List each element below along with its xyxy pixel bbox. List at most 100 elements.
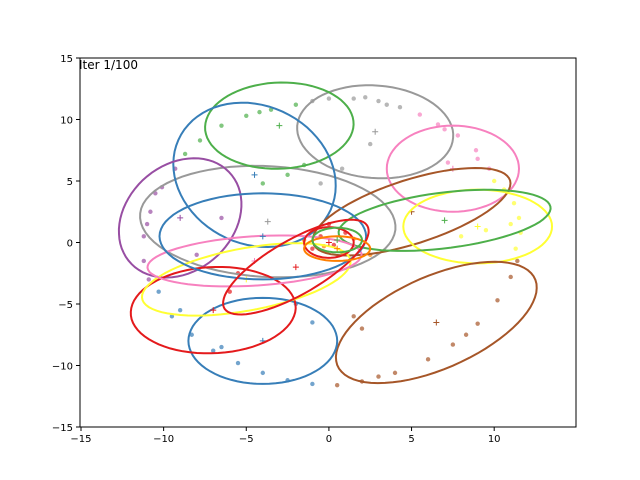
point [455,133,461,138]
point [435,122,441,127]
x-tick-label: −15 [70,434,91,445]
x-tick-label: 10 [488,434,501,445]
ellipse [311,226,364,254]
point [310,246,315,251]
y-tick-label: −5 [58,300,73,311]
ellipse [296,84,455,180]
ellipse [158,192,368,281]
y-tick-label: 0 [67,239,73,250]
point [450,342,456,347]
ellipse [139,164,397,279]
y-tick-label: −10 [52,362,73,373]
point [351,96,356,101]
point [260,181,265,186]
point [310,381,315,387]
center-marker [251,171,258,178]
center-marker [276,122,283,129]
point [177,307,183,313]
point [417,112,423,117]
center-marker [292,264,299,271]
point [425,357,431,362]
center-marker [264,218,271,225]
ellipse [140,242,352,317]
point [458,234,464,239]
point [310,320,315,325]
point [463,332,469,337]
ellipse [187,296,339,385]
point [146,277,151,282]
center-marker [334,245,341,252]
point [515,258,520,264]
ellipse [222,218,370,316]
point [513,246,518,251]
x-tick-label: 5 [408,434,414,445]
point [141,258,146,264]
annotation: Iter 1/100 [79,58,138,72]
x-tick-label: −5 [239,434,254,445]
point [144,221,150,227]
point [257,109,262,115]
point [326,96,332,101]
point [392,370,398,376]
x-tick-label: −10 [153,434,174,445]
point [331,242,337,248]
point [156,289,161,294]
point [339,166,345,171]
point [376,374,381,379]
point [293,102,299,107]
point [368,141,373,147]
point [491,178,497,184]
point [516,215,522,221]
center-marker [441,217,448,224]
point [475,156,480,162]
x-tick-label: 0 [326,434,332,445]
y-tick-label: 15 [60,54,73,65]
point [445,160,451,165]
point [211,348,216,353]
point [260,370,265,376]
point [351,314,356,319]
point [148,209,153,214]
y-tick-label: 10 [60,116,73,127]
center-marker [433,319,440,326]
y-tick-label: 5 [67,177,73,188]
center-marker [210,307,217,314]
ellipse [303,226,355,259]
point [483,228,489,233]
center-marker [372,128,379,135]
ellipse [204,81,355,170]
ellipse [303,235,372,262]
point [219,123,224,128]
point [473,148,479,153]
point [511,200,517,206]
point [318,181,323,186]
ellipse [334,260,538,385]
point [475,321,480,326]
point [235,360,241,366]
point [376,98,381,104]
point [384,102,389,107]
ellipse [385,124,521,213]
point [189,332,194,337]
point [194,252,199,257]
center-marker [474,223,481,230]
point [227,289,232,294]
point [397,105,403,110]
ellipse [402,188,554,265]
point [244,113,249,119]
center-marker [177,214,184,221]
point [363,95,368,100]
ellipse [337,188,552,252]
point [219,215,224,221]
point [508,274,513,280]
point [219,344,224,350]
center-marker [334,237,341,244]
point [495,298,500,303]
y-tick-label: −15 [52,423,73,434]
point [359,326,365,331]
center-marker [325,239,332,246]
point [334,382,340,388]
point [285,172,290,178]
ellipse [117,157,243,279]
